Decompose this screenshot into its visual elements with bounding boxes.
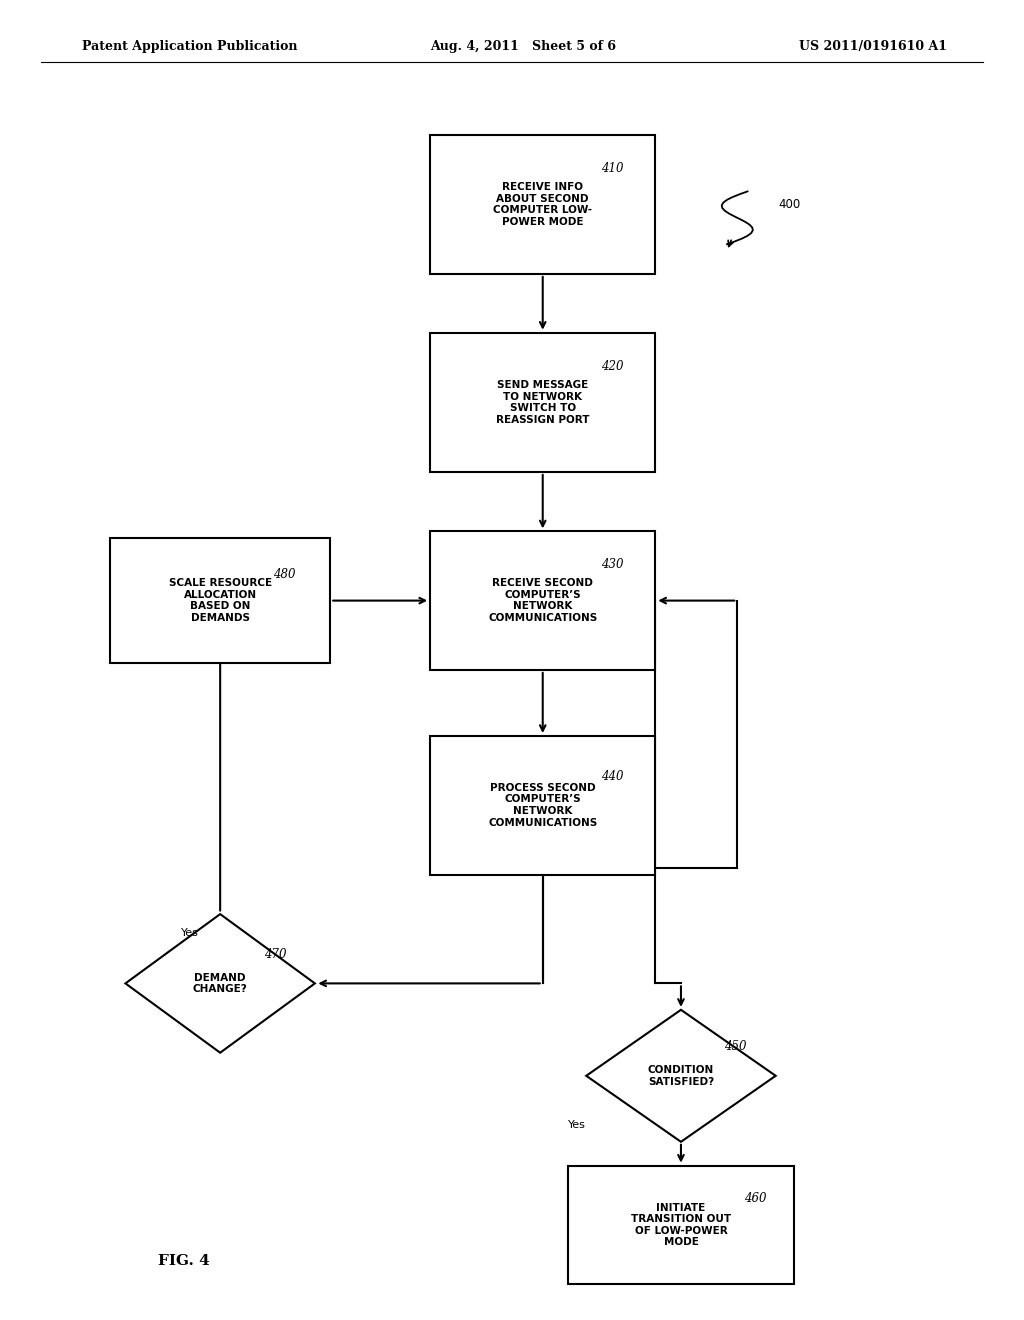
Text: FIG. 4: FIG. 4 (159, 1254, 210, 1267)
Text: 450: 450 (724, 1040, 746, 1053)
Text: 420: 420 (601, 360, 624, 374)
Text: 400: 400 (778, 198, 801, 211)
FancyBboxPatch shape (430, 531, 655, 671)
Text: RECEIVE SECOND
COMPUTER’S
NETWORK
COMMUNICATIONS: RECEIVE SECOND COMPUTER’S NETWORK COMMUN… (488, 578, 597, 623)
Text: 460: 460 (744, 1192, 767, 1205)
Text: Aug. 4, 2011   Sheet 5 of 6: Aug. 4, 2011 Sheet 5 of 6 (430, 40, 616, 53)
Text: DEMAND
CHANGE?: DEMAND CHANGE? (193, 973, 248, 994)
Text: 480: 480 (273, 568, 296, 581)
FancyBboxPatch shape (568, 1166, 794, 1284)
FancyBboxPatch shape (430, 135, 655, 275)
Text: 440: 440 (601, 770, 624, 783)
Text: Yes: Yes (180, 928, 199, 939)
FancyBboxPatch shape (111, 539, 330, 663)
Text: 430: 430 (601, 558, 624, 572)
FancyBboxPatch shape (430, 737, 655, 874)
Text: 410: 410 (601, 162, 624, 176)
Text: Yes: Yes (567, 1119, 586, 1130)
Polygon shape (125, 913, 315, 1053)
Text: INITIATE
TRANSITION OUT
OF LOW-POWER
MODE: INITIATE TRANSITION OUT OF LOW-POWER MOD… (631, 1203, 731, 1247)
Text: SEND MESSAGE
TO NETWORK
SWITCH TO
REASSIGN PORT: SEND MESSAGE TO NETWORK SWITCH TO REASSI… (496, 380, 590, 425)
Text: SCALE RESOURCE
ALLOCATION
BASED ON
DEMANDS: SCALE RESOURCE ALLOCATION BASED ON DEMAN… (169, 578, 271, 623)
Text: 470: 470 (264, 948, 287, 961)
Text: PROCESS SECOND
COMPUTER’S
NETWORK
COMMUNICATIONS: PROCESS SECOND COMPUTER’S NETWORK COMMUN… (488, 783, 597, 828)
FancyBboxPatch shape (430, 334, 655, 473)
Text: RECEIVE INFO
ABOUT SECOND
COMPUTER LOW-
POWER MODE: RECEIVE INFO ABOUT SECOND COMPUTER LOW- … (494, 182, 592, 227)
Text: US 2011/0191610 A1: US 2011/0191610 A1 (799, 40, 947, 53)
Text: Patent Application Publication: Patent Application Publication (82, 40, 297, 53)
Text: CONDITION
SATISFIED?: CONDITION SATISFIED? (648, 1065, 714, 1086)
Polygon shape (586, 1010, 776, 1142)
